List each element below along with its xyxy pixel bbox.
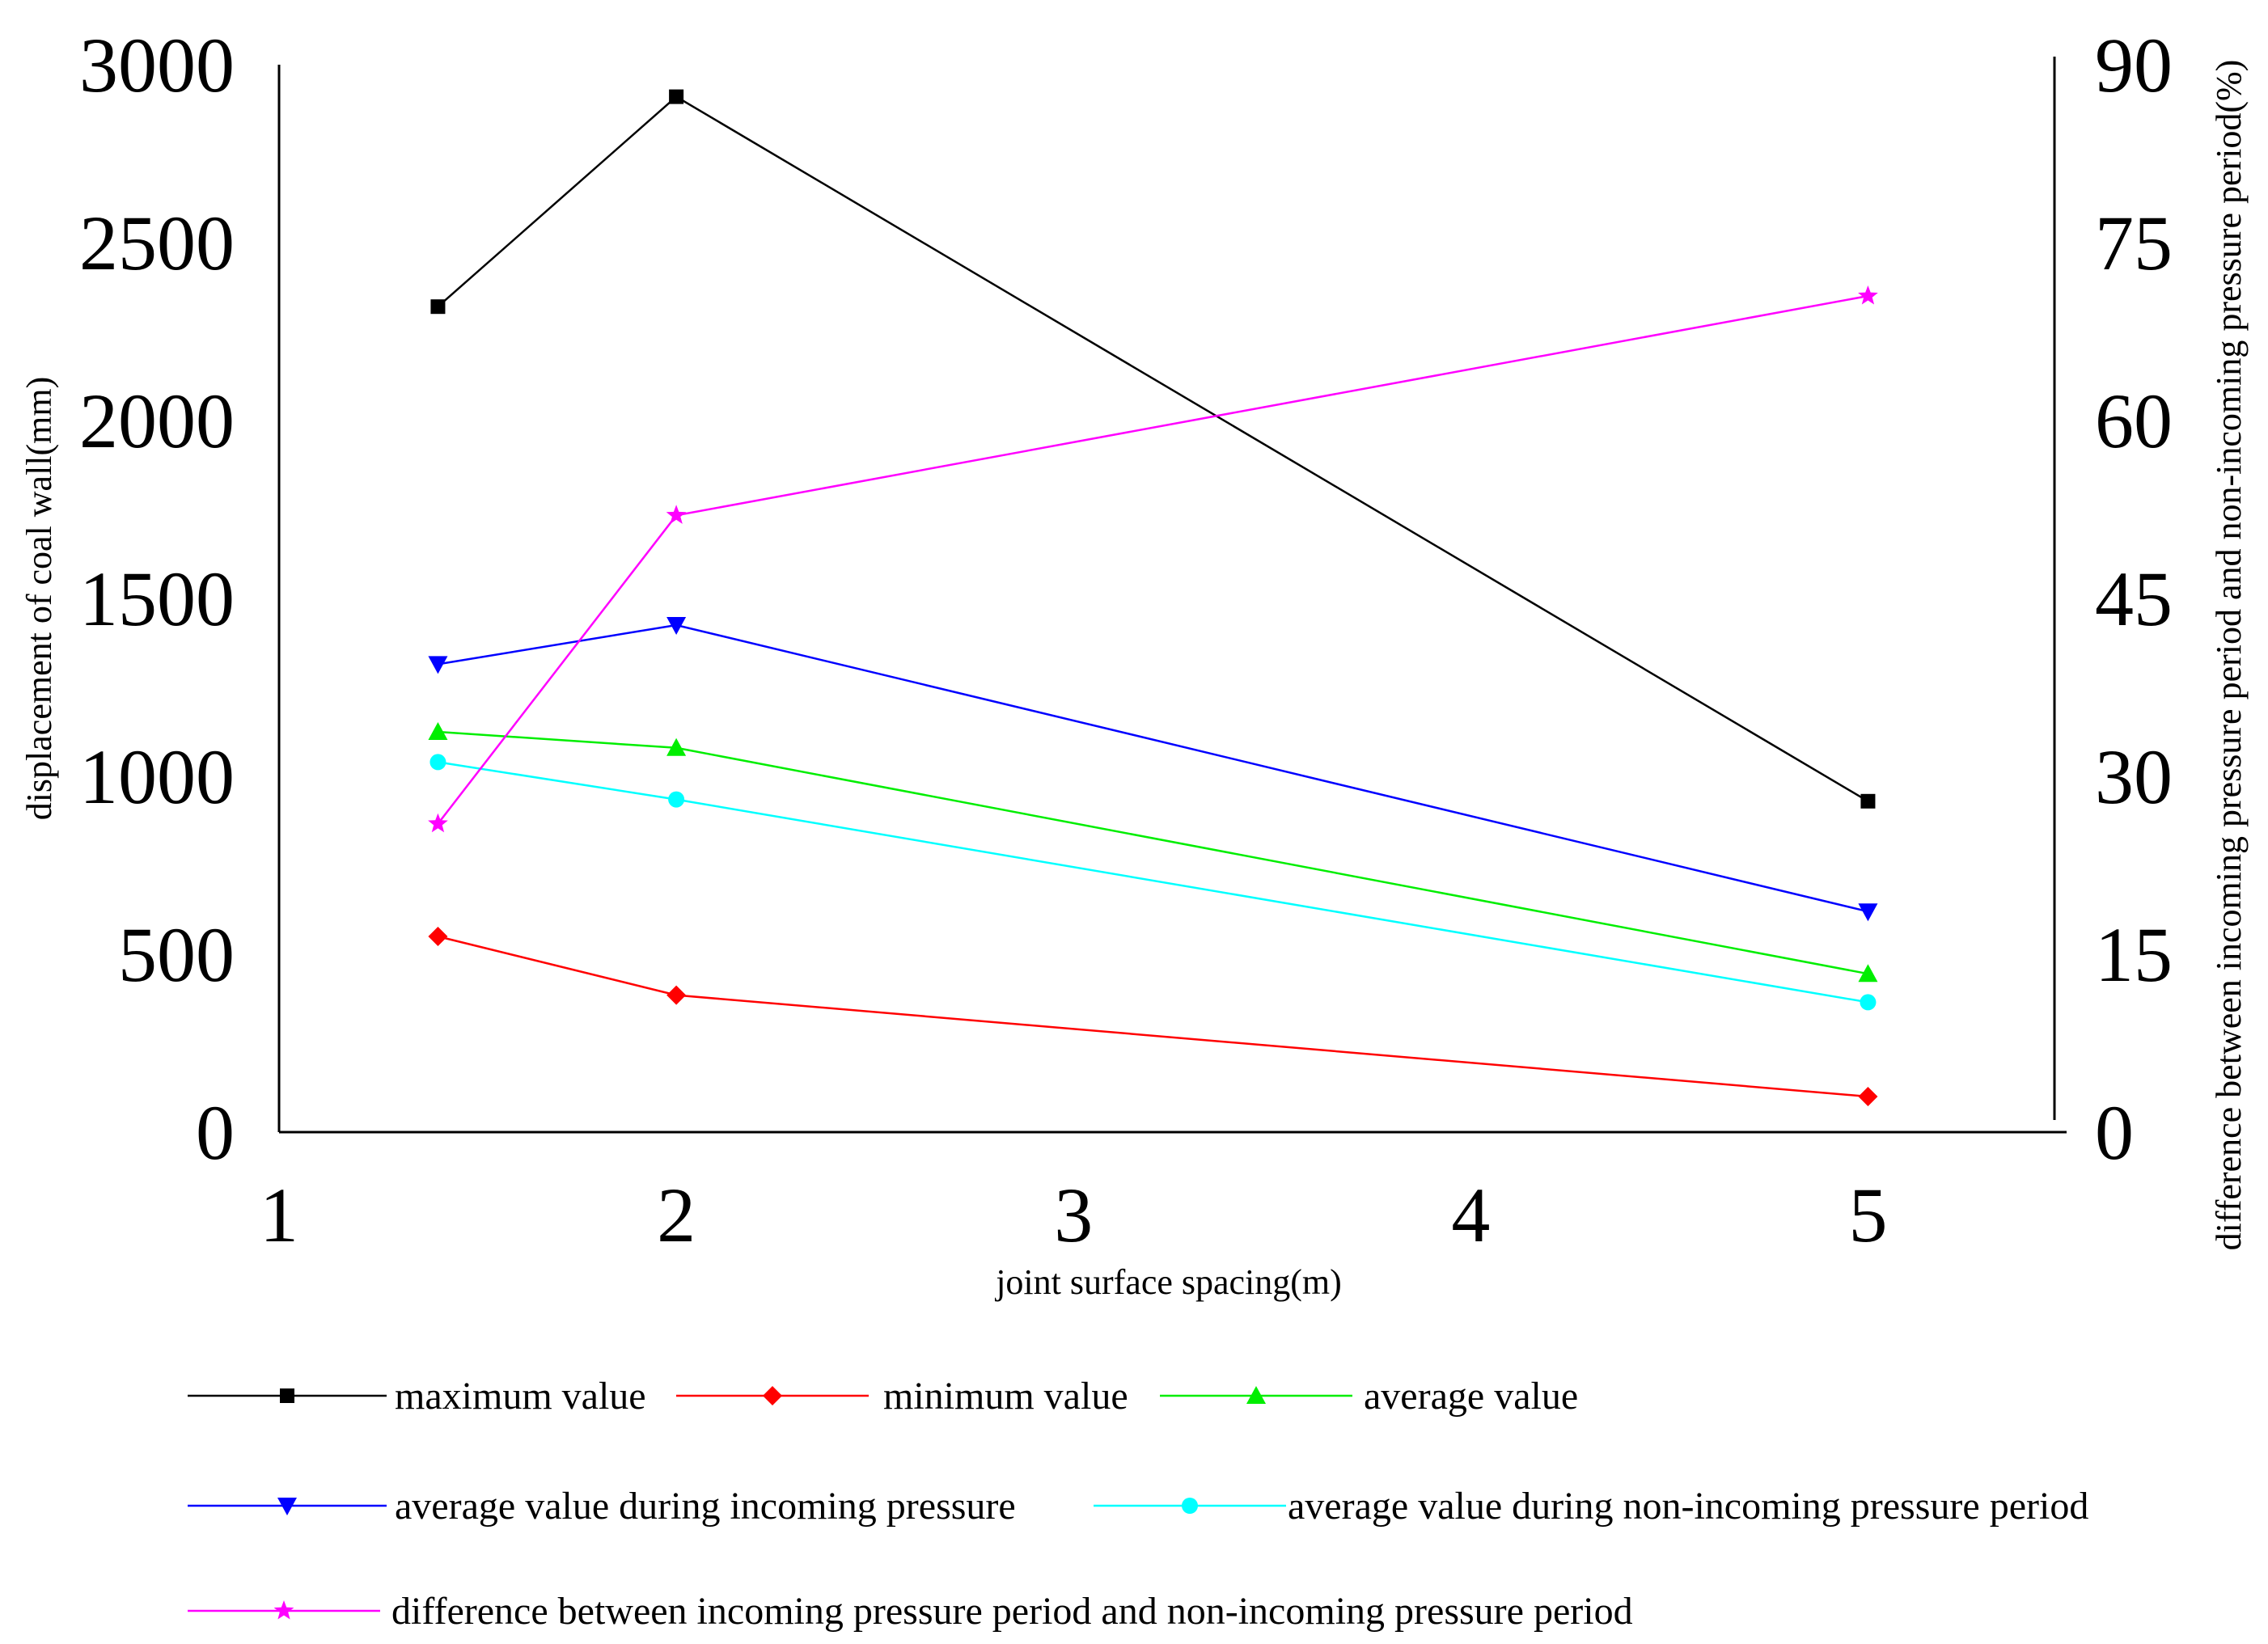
series-6 xyxy=(428,285,1878,833)
x-tick-label: 1 xyxy=(260,1172,298,1258)
data-point xyxy=(666,985,687,1005)
legend-marker xyxy=(280,1388,294,1403)
x-tick-label: 5 xyxy=(1848,1172,1887,1258)
tick-labels-group: 1 2 3 4 505001000150020002500300001530456075… xyxy=(79,22,2173,1258)
series-line xyxy=(437,294,1868,825)
series-line xyxy=(438,730,1868,975)
right-y-tick-label: 90 xyxy=(2095,22,2173,108)
legend-entry: average value xyxy=(1160,1375,1578,1418)
legend-entry: minimum value xyxy=(676,1375,1128,1418)
series-2 xyxy=(428,927,1878,1106)
legend-marker xyxy=(1182,1498,1198,1514)
data-point xyxy=(1860,994,1877,1011)
data-point xyxy=(668,791,685,808)
legend-marker xyxy=(763,1386,782,1405)
left-y-tick-label: 1000 xyxy=(79,733,235,820)
left-y-tick-label: 1500 xyxy=(79,556,235,642)
left-y-tick-label: 3000 xyxy=(79,22,235,108)
legend-label: average value xyxy=(1364,1375,1578,1418)
series-5 xyxy=(429,754,1877,1011)
left-y-tick-label: 500 xyxy=(118,911,235,998)
data-point xyxy=(428,927,448,946)
x-axis-title: joint surface spacing(m) xyxy=(994,1262,1342,1302)
left-y-tick-label: 2000 xyxy=(79,378,235,464)
right-y-tick-label: 30 xyxy=(2095,733,2173,820)
data-point xyxy=(1858,964,1878,983)
right-y-tick-label: 0 xyxy=(2095,1089,2134,1176)
data-point xyxy=(666,737,687,756)
series-group xyxy=(428,89,1878,1106)
legend-label: average value during non-incoming pressu… xyxy=(1288,1485,2088,1528)
data-point xyxy=(428,722,448,740)
legend-label: maximum value xyxy=(395,1375,646,1418)
right-y-tick-label: 60 xyxy=(2095,378,2173,464)
legend-entry: difference between incoming pressure per… xyxy=(188,1590,1633,1633)
legend-label: average value during incoming pressure xyxy=(395,1485,1016,1528)
data-point xyxy=(1858,1087,1878,1106)
series-line xyxy=(438,935,1868,1098)
data-point xyxy=(1860,793,1876,809)
legend-label: minimum value xyxy=(883,1375,1128,1418)
x-tick-label: 4 xyxy=(1451,1172,1490,1258)
series-line xyxy=(438,623,1868,913)
right-y-axis-title: difference between incoming pressure per… xyxy=(2209,60,2249,1251)
right-y-tick-label: 45 xyxy=(2095,556,2173,642)
right-y-tick-label: 75 xyxy=(2095,200,2173,286)
data-point xyxy=(428,656,448,674)
legend-label: difference between incoming pressure per… xyxy=(391,1590,1633,1633)
series-line xyxy=(438,761,1868,1004)
x-tick-label: 2 xyxy=(657,1172,696,1258)
data-point xyxy=(429,754,446,771)
left-y-tick-label: 2500 xyxy=(79,200,235,286)
series-1 xyxy=(430,89,1876,809)
data-point xyxy=(430,299,446,315)
legend-entry: average value during incoming pressure xyxy=(188,1485,1016,1528)
legend-marker xyxy=(277,1498,297,1515)
data-point xyxy=(666,505,687,524)
data-point xyxy=(1858,903,1878,922)
axes-group xyxy=(277,57,2067,1134)
left-y-axis-title: displacement of coal wall(mm) xyxy=(19,377,59,821)
series-line xyxy=(437,95,1869,802)
data-point xyxy=(669,89,684,104)
data-point xyxy=(1858,285,1878,305)
legend-entry: average value during non-incoming pressu… xyxy=(1094,1485,2088,1528)
legend-marker xyxy=(273,1600,294,1620)
data-point xyxy=(428,813,448,833)
left-y-tick-label: 0 xyxy=(196,1089,235,1176)
data-point xyxy=(666,617,687,635)
legend-marker xyxy=(1246,1386,1266,1404)
legend-entry: maximum value xyxy=(188,1375,646,1418)
series-4 xyxy=(428,617,1878,922)
right-y-tick-label: 15 xyxy=(2095,911,2173,998)
x-tick-label: 3 xyxy=(1054,1172,1093,1258)
series-3 xyxy=(428,722,1878,983)
legend: maximum value minimum value average value a… xyxy=(188,1375,2088,1633)
